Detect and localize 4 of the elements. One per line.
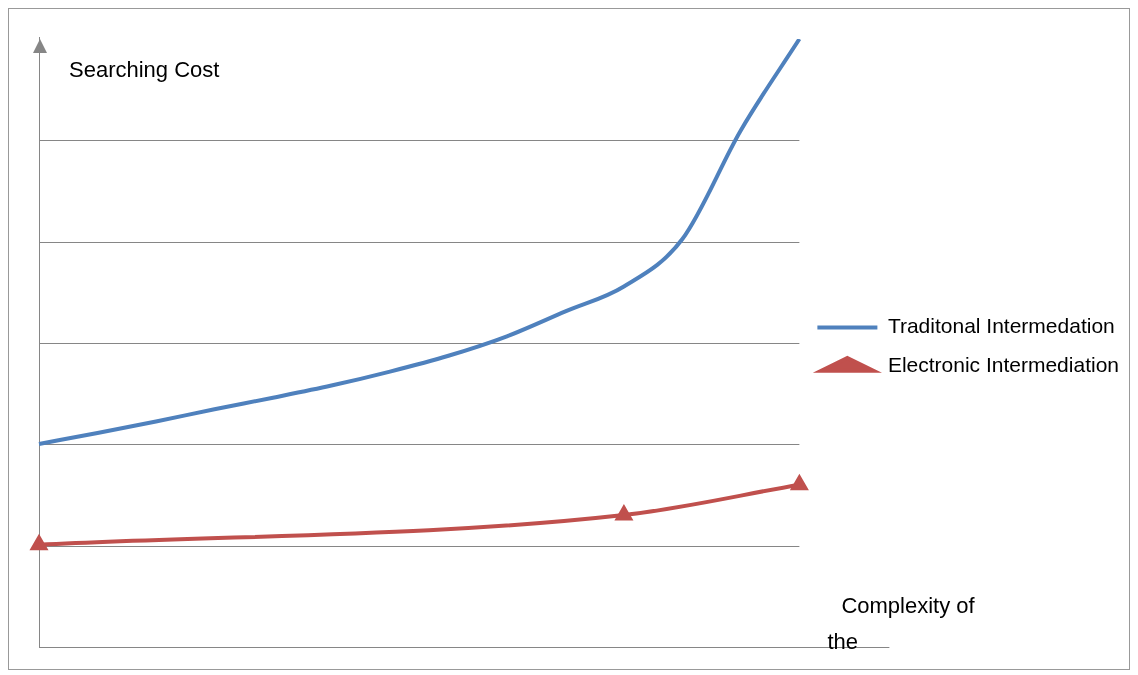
legend-label: Electronic Intermediation (887, 353, 1120, 377)
x-axis-title: Complexity of the (827, 593, 976, 655)
y-axis-title: Searching Cost (69, 57, 220, 83)
legend-label: Traditonal Intermedation (887, 314, 1115, 338)
